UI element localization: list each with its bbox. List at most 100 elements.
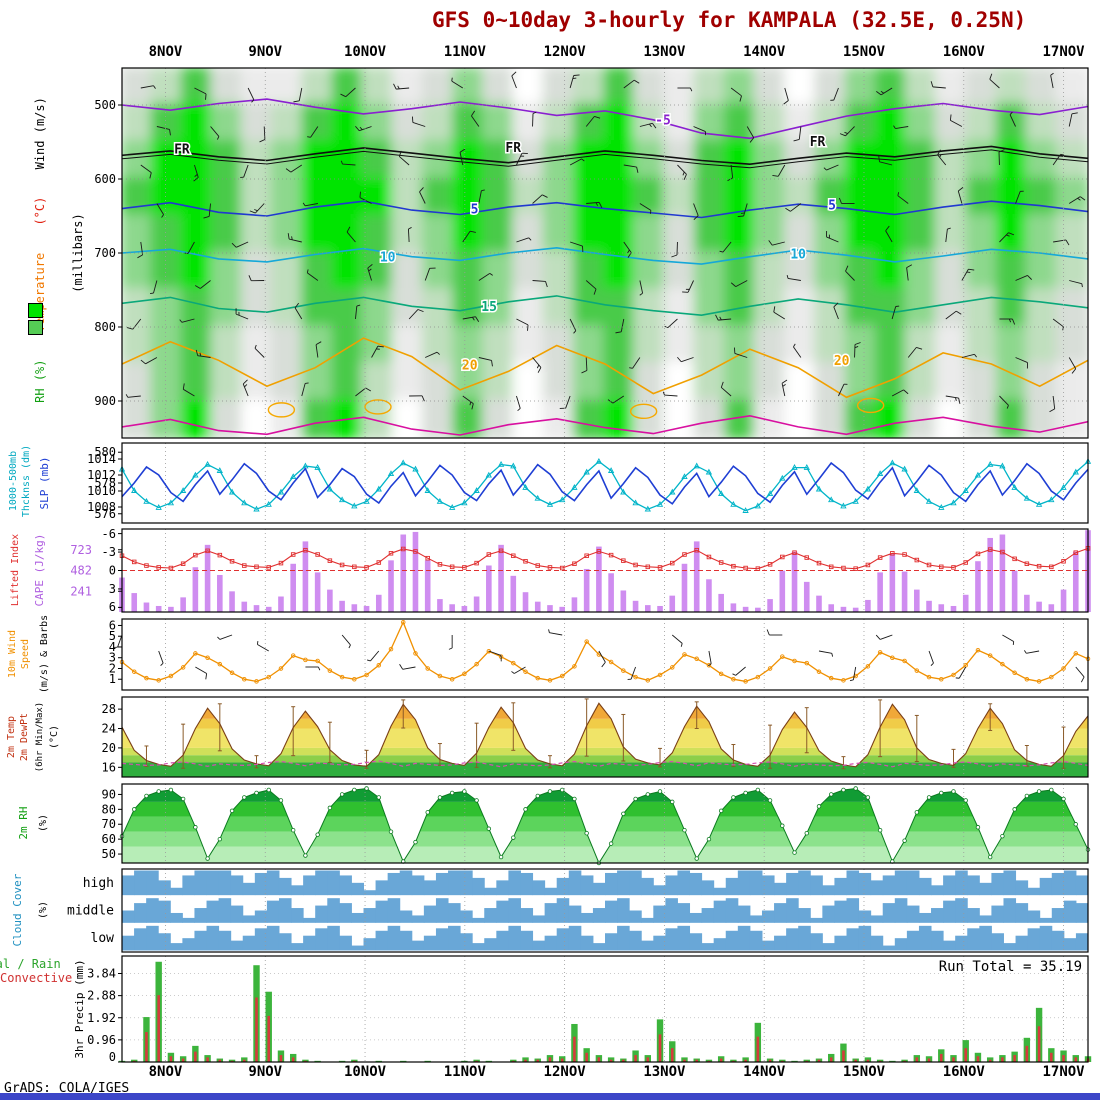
cloud-bar	[399, 870, 413, 896]
li-marker	[449, 564, 455, 570]
line	[242, 383, 249, 397]
line	[238, 311, 240, 316]
line	[235, 313, 249, 320]
rh-cell	[391, 399, 426, 438]
line	[1012, 641, 1015, 646]
cloud-bar	[689, 933, 703, 951]
line	[730, 87, 742, 97]
cloud-bar	[508, 925, 521, 951]
line	[462, 395, 474, 405]
line	[514, 666, 526, 674]
precip-convective-bar	[597, 1057, 601, 1062]
line	[194, 87, 207, 95]
wind-barb	[627, 666, 636, 680]
wind-speed-marker	[547, 678, 553, 683]
rh-cell	[452, 103, 487, 144]
rh-cell	[633, 68, 668, 107]
li-marker	[743, 565, 748, 571]
line	[906, 264, 913, 268]
wind-barb	[462, 230, 476, 243]
wind-barb	[407, 227, 412, 243]
line	[1015, 191, 1021, 204]
rh-cell	[482, 68, 517, 107]
rh-marker	[877, 828, 883, 833]
y-tick-label: 1008	[87, 500, 116, 514]
y-tick-label: 4	[109, 640, 116, 654]
wind-speed-marker	[975, 647, 981, 653]
line	[359, 197, 372, 204]
wind-barb	[203, 203, 211, 219]
line	[708, 663, 712, 667]
thickness-marker	[461, 499, 468, 506]
rh-cell	[512, 288, 547, 329]
cloud-bar	[617, 925, 630, 951]
wind-barb	[367, 264, 373, 281]
thickness-marker	[228, 488, 236, 495]
run-total-label: Run Total = 35.19	[939, 959, 1082, 975]
rh-cell	[995, 325, 1030, 366]
cloud-bar	[230, 905, 244, 923]
rh-cell	[784, 68, 819, 107]
contour-label: 20	[834, 354, 850, 369]
li-marker	[437, 562, 443, 567]
cape-bar	[351, 604, 358, 612]
wind-barb	[1068, 112, 1078, 127]
y-tick-label: 600	[94, 172, 116, 186]
wind-barb	[838, 383, 848, 397]
line	[219, 634, 233, 640]
cloud-bar	[363, 938, 377, 951]
line	[366, 659, 371, 662]
li-marker	[205, 548, 210, 554]
cloud-bar	[339, 875, 352, 896]
rh-cell	[421, 68, 457, 107]
rh-cell	[210, 399, 245, 438]
rh-cell	[542, 325, 577, 366]
rh-marker	[352, 787, 357, 793]
rh-cell	[784, 177, 819, 218]
line	[721, 387, 732, 397]
rh-cell	[270, 251, 306, 292]
line	[205, 93, 207, 100]
cloud-bar	[375, 900, 389, 923]
wind-barb	[891, 305, 900, 320]
line	[448, 647, 453, 650]
rh-marker	[1049, 787, 1054, 793]
wind-barb	[1009, 111, 1016, 127]
thickness-marker	[656, 500, 664, 507]
wind-barb	[195, 666, 208, 680]
wind-barb	[623, 241, 632, 258]
rh-cell	[874, 251, 909, 292]
line	[885, 230, 893, 243]
y-tick-label: 800	[94, 320, 116, 334]
precip-convective-bar	[1074, 1057, 1078, 1062]
thickness-marker	[974, 471, 982, 478]
thickness-marker	[607, 467, 615, 473]
wind-barb	[1052, 318, 1064, 331]
line	[451, 80, 464, 89]
line	[961, 269, 969, 281]
cloud-bar	[170, 912, 183, 923]
y-tick-label: 60	[102, 832, 116, 846]
wind-speed-marker	[828, 675, 834, 681]
wind-barb	[823, 164, 839, 171]
cloud-bar	[943, 875, 956, 896]
thickness-marker	[351, 502, 358, 509]
cloud-bar	[182, 938, 195, 951]
line	[294, 307, 303, 320]
wind-barb	[639, 203, 652, 214]
precip-convective-bar	[206, 1057, 209, 1062]
temp-contour-15	[122, 295, 1088, 317]
line	[548, 629, 550, 633]
precip-convective-bar	[1013, 1055, 1016, 1062]
thickness-marker	[632, 499, 639, 506]
thickness-marker	[901, 465, 908, 472]
rh-cell	[512, 362, 547, 403]
cloud-bar	[315, 905, 328, 923]
rh-cell	[723, 362, 758, 403]
li-marker	[657, 565, 663, 570]
line	[749, 137, 755, 143]
line	[340, 160, 343, 165]
line	[254, 344, 257, 349]
line	[916, 346, 923, 350]
rh-marker	[987, 854, 993, 860]
